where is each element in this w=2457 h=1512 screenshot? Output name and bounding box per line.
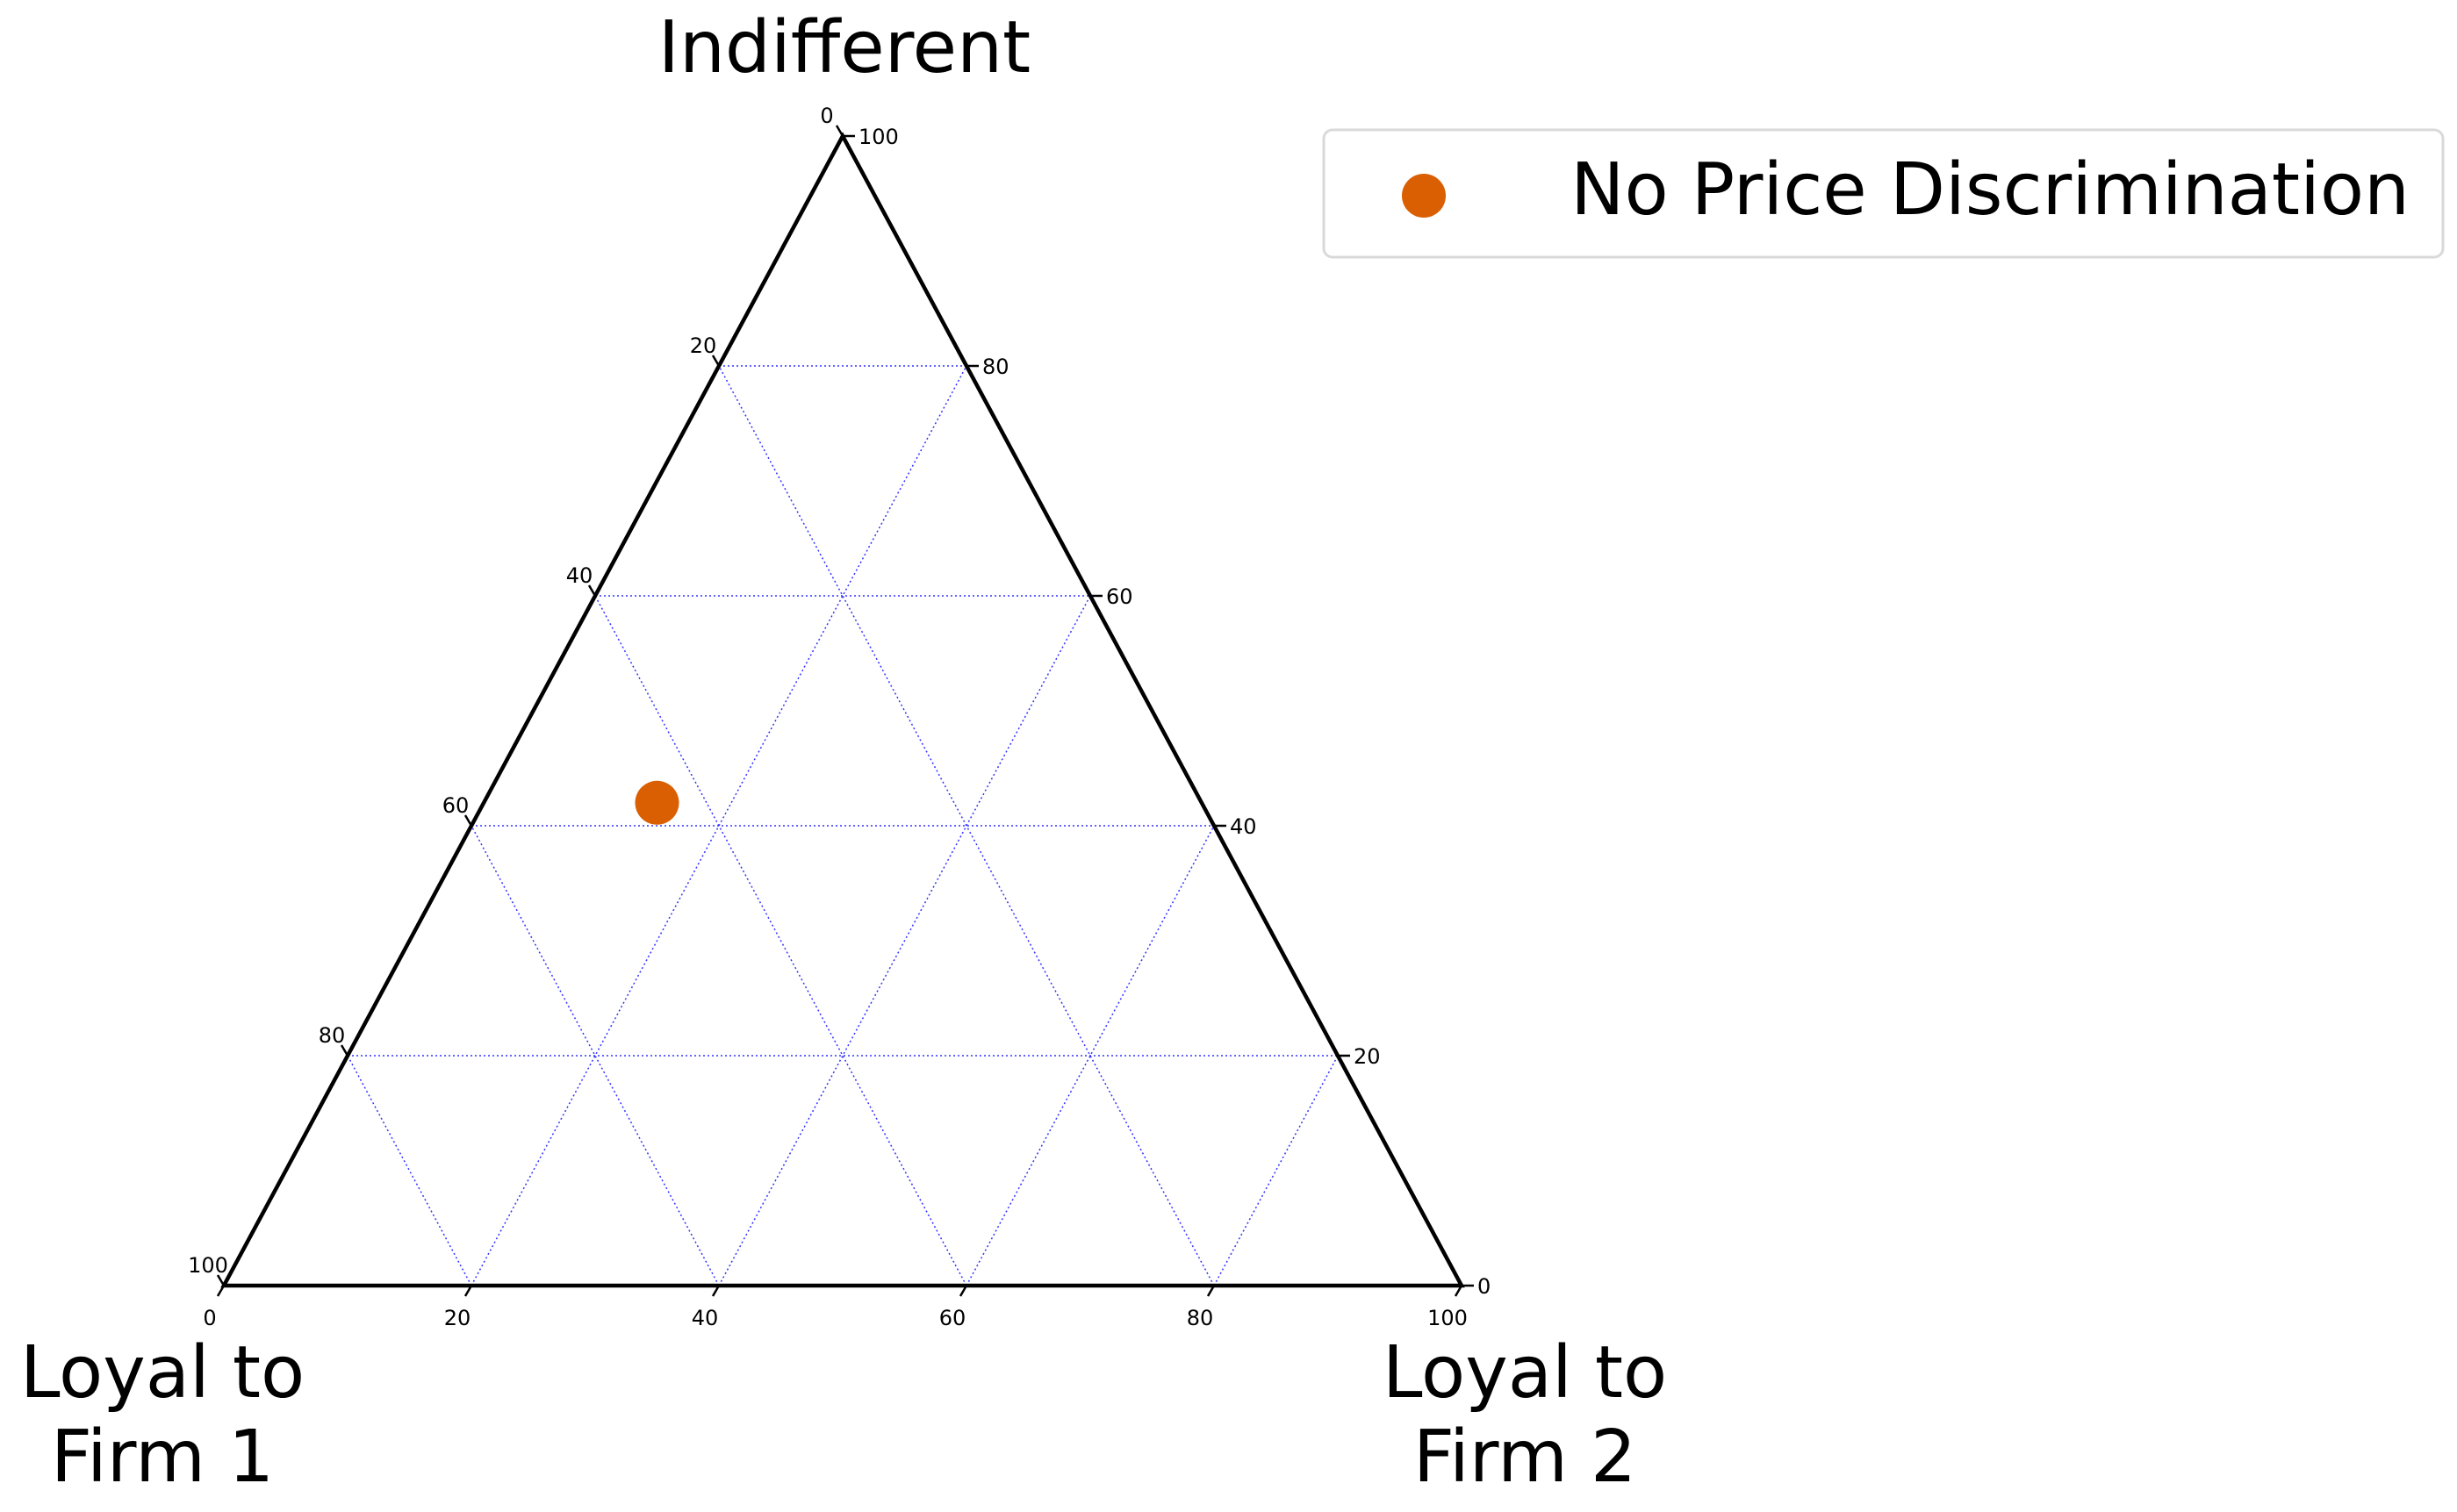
right-tick-label-60: 60 (1106, 584, 1133, 609)
bottom-tick-label-20: 20 (444, 1306, 471, 1330)
grid-line-firm1-60 (471, 825, 720, 1286)
right-tick-label-0: 0 (1477, 1274, 1491, 1299)
left-tick-label-60: 60 (442, 793, 470, 818)
grid-line-firm2-40 (718, 595, 1091, 1286)
data-point-0-0 (635, 780, 679, 825)
grid-lines (347, 365, 1339, 1286)
bottom-tick-100 (1454, 1285, 1463, 1297)
tick-labels: 0 0 0 20 20 20 40 40 40 60 60 60 80 80 80 100 100 100 (188, 104, 1491, 1330)
bottom-tick-20 (463, 1285, 473, 1297)
left-axis-title-line1: Loyal to (20, 1331, 305, 1415)
bottom-tick-label-60: 60 (939, 1306, 966, 1330)
tick-marks (216, 125, 1474, 1297)
left-tick-label-20: 20 (690, 333, 717, 358)
left-tick-label-100: 100 (188, 1253, 228, 1278)
left-tick-60 (463, 814, 473, 827)
right-tick-label-20: 20 (1354, 1044, 1381, 1069)
left-tick-label-80: 80 (319, 1023, 346, 1048)
triangle-outline (220, 132, 1465, 1288)
bottom-tick-label-40: 40 (692, 1306, 719, 1330)
left-tick-label-0: 0 (820, 104, 833, 128)
bottom-tick-label-100: 100 (1427, 1306, 1468, 1330)
left-tick-40 (587, 584, 597, 597)
left-tick-80 (340, 1044, 349, 1057)
right-tick-label-80: 80 (982, 355, 1009, 379)
right-tick-label-40: 40 (1230, 814, 1257, 839)
legend: No Price Discrimination (1322, 128, 2445, 259)
bottom-tick-40 (711, 1285, 721, 1297)
grid-line-firm1-80 (347, 1055, 472, 1286)
right-axis-title-line1: Loyal to (1383, 1331, 1667, 1415)
top-axis-title: Indifferent (658, 6, 1031, 90)
bottom-tick-80 (1206, 1285, 1216, 1297)
data-points (635, 780, 679, 825)
legend-label: No Price Discrimination (1570, 148, 2410, 232)
left-tick-20 (711, 355, 721, 367)
bottom-tick-0 (216, 1285, 226, 1297)
triangle-frame (220, 132, 1465, 1288)
bottom-tick-label-80: 80 (1187, 1306, 1214, 1330)
bottom-tick-60 (959, 1285, 968, 1297)
right-axis-title-line2: Firm 2 (1413, 1415, 1636, 1499)
legend-marker (1402, 174, 1446, 218)
grid-line-firm2-60 (966, 825, 1215, 1286)
left-tick-100 (216, 1274, 226, 1286)
right-tick-label-100: 100 (859, 125, 899, 149)
left-tick-label-40: 40 (566, 563, 593, 588)
grid-line-firm1-40 (594, 595, 967, 1286)
bottom-tick-label-0: 0 (203, 1306, 216, 1330)
grid-line-firm2-80 (1213, 1055, 1339, 1286)
legend-box (1322, 128, 2445, 259)
left-tick-0 (835, 125, 844, 137)
left-axis-title-line2: Firm 1 (51, 1415, 274, 1499)
